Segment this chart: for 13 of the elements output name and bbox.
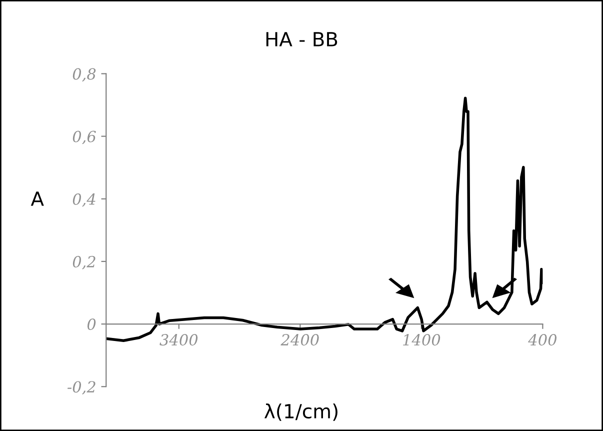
y-tick-label: 0,8 [72, 68, 96, 82]
y-tick-label: 0,6 [72, 130, 96, 144]
x-tick-label: 1400 [403, 334, 440, 346]
x-tick-label: 2400 [280, 334, 319, 346]
y-tick-label: 0,2 [72, 256, 96, 270]
y-tick-label: 0 [87, 318, 96, 330]
y-tick-label: -0,2 [68, 381, 96, 394]
x-tick-label: 3400 [160, 334, 198, 346]
y-tick-label: 0,4 [72, 193, 96, 207]
chart-title: HA - BB [266, 32, 338, 46]
x-tick-label: 400 [528, 334, 556, 346]
x-axis-title: λ(1/cm) [264, 403, 338, 421]
y-axis-title: A [30, 192, 44, 206]
